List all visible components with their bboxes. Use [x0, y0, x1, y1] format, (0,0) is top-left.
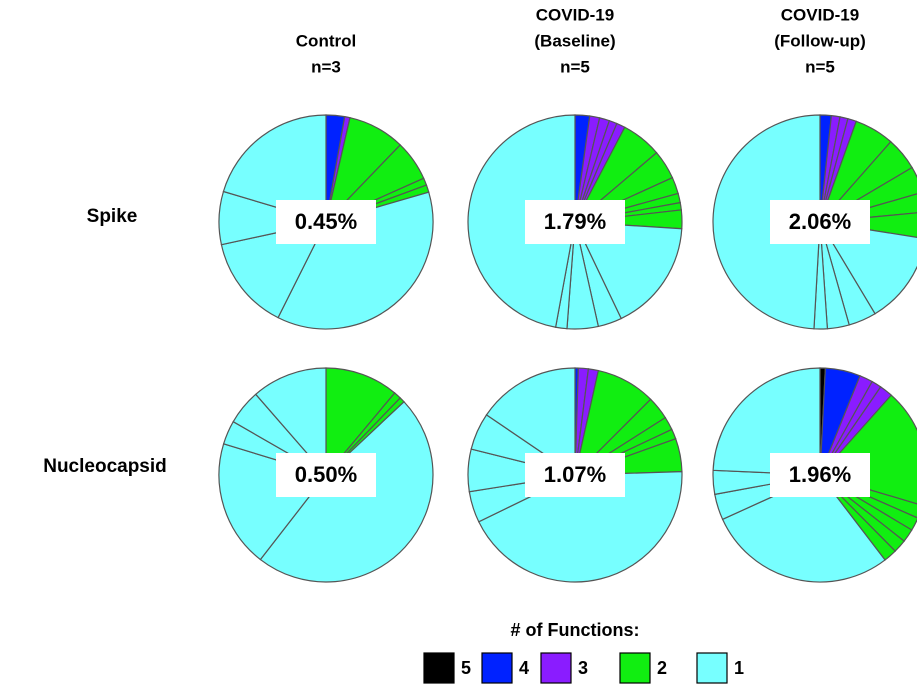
- pie-slice: [220, 221, 328, 319]
- pie-slice: [485, 367, 576, 477]
- column-header: n=5: [560, 57, 590, 76]
- pie-slice: [574, 221, 683, 320]
- row-label: Nucleocapsid: [43, 456, 167, 477]
- label-box: [276, 200, 376, 244]
- pie-slice: [712, 114, 821, 330]
- pie-slice: [277, 191, 434, 330]
- legend-swatch: [696, 652, 728, 684]
- column-header: (Baseline): [534, 31, 615, 50]
- column-header: COVID-19: [781, 5, 859, 24]
- column-header: COVID-19: [536, 5, 614, 24]
- legend-swatch: [423, 652, 455, 684]
- legend-label: 5: [461, 658, 471, 678]
- legend-label: 4: [519, 658, 529, 678]
- legend-swatch: [481, 652, 513, 684]
- pie-slice: [818, 221, 917, 315]
- pie-slice: [477, 471, 683, 583]
- pie-slice: [712, 367, 821, 476]
- label-box: [525, 200, 625, 244]
- center-label: 0.50%: [295, 462, 357, 487]
- pie-slice: [254, 367, 327, 477]
- legend-swatch: [619, 652, 651, 684]
- center-label: 1.07%: [544, 462, 606, 487]
- pie-slice: [222, 114, 327, 223]
- column-header: n=3: [311, 57, 341, 76]
- pie-slice: [325, 367, 396, 477]
- center-label: 1.79%: [544, 209, 606, 234]
- center-label: 0.45%: [295, 209, 357, 234]
- pie-slice: [721, 474, 886, 583]
- row-label: Spike: [87, 206, 138, 227]
- legend-label: 3: [578, 658, 588, 678]
- label-box: [525, 453, 625, 497]
- legend-label: 2: [657, 658, 667, 678]
- label-box: [770, 200, 870, 244]
- center-label: 2.06%: [789, 209, 851, 234]
- column-header: (Follow-up): [774, 31, 866, 50]
- center-label: 1.96%: [789, 462, 851, 487]
- pie-slice: [467, 114, 576, 328]
- label-box: [276, 453, 376, 497]
- legend-swatch: [540, 652, 572, 684]
- column-header: Control: [296, 31, 356, 50]
- column-header: n=5: [805, 57, 835, 76]
- label-box: [770, 453, 870, 497]
- legend-title: # of Functions:: [511, 620, 640, 640]
- legend-label: 1: [734, 658, 744, 678]
